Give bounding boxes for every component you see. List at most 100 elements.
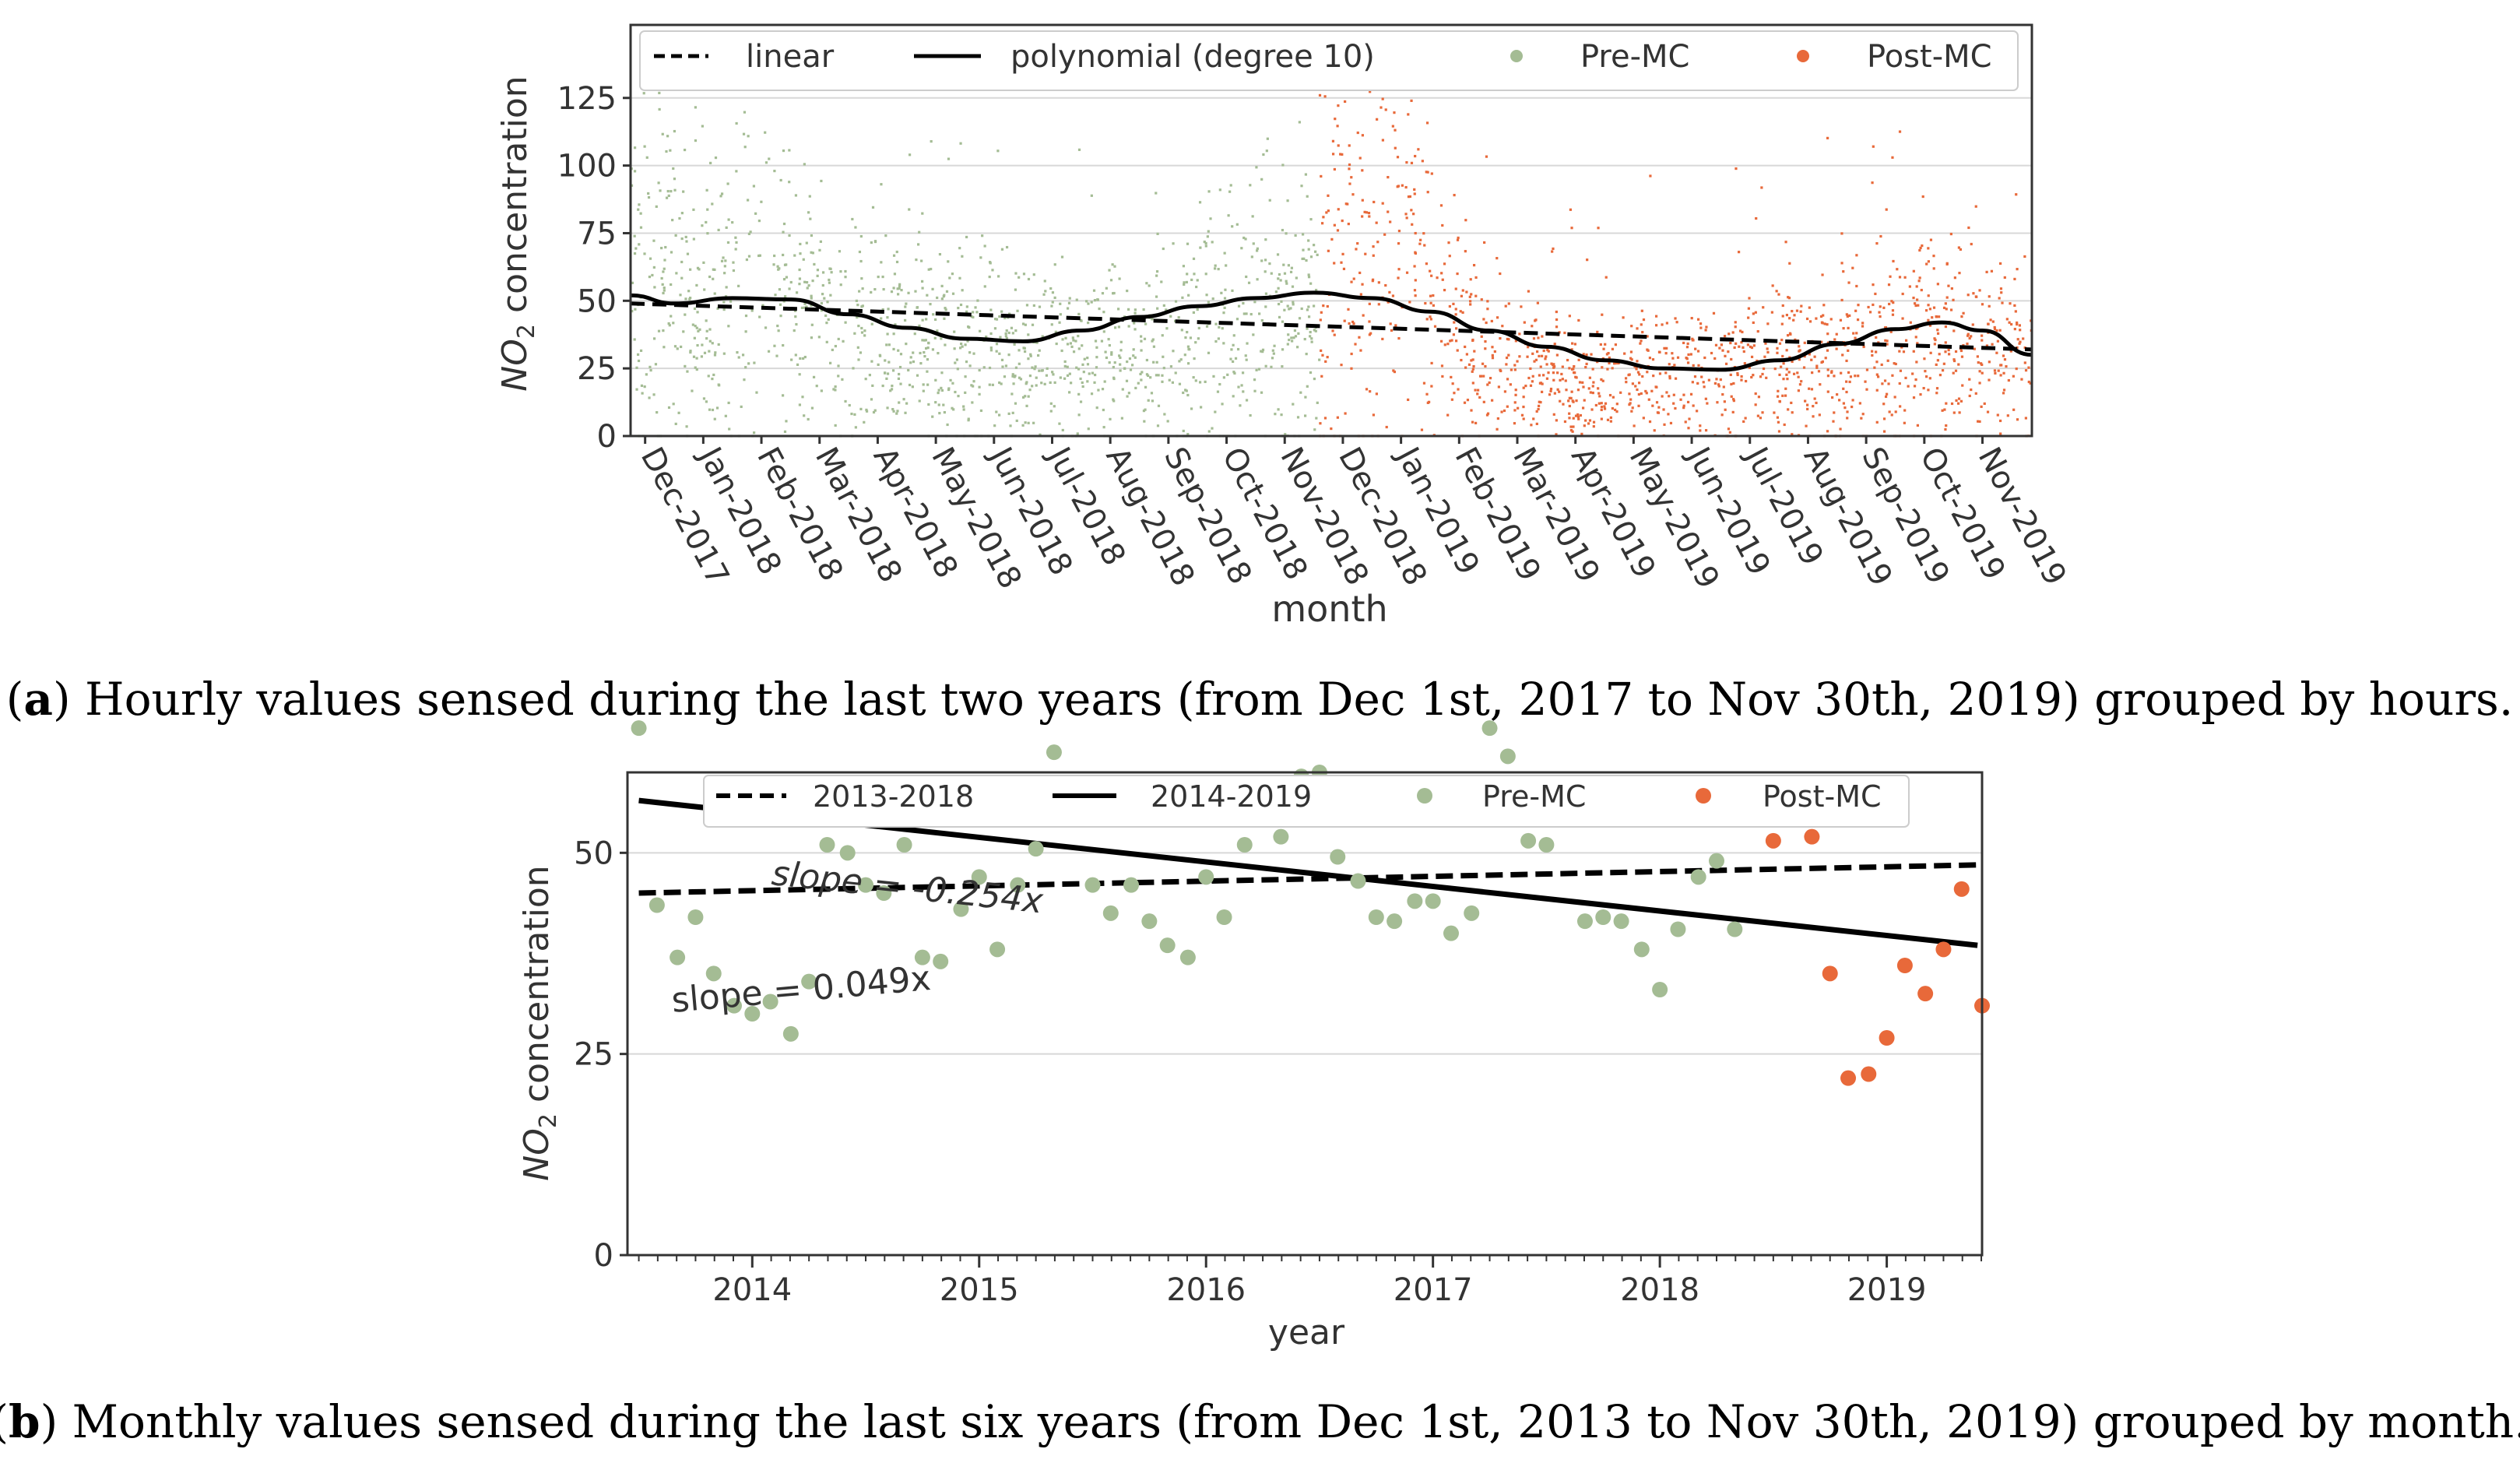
b-post-mc-point xyxy=(1896,958,1913,973)
a-pre-mc-point xyxy=(686,370,689,373)
a-post-mc-point xyxy=(1553,343,1556,346)
a-post-mc-point xyxy=(1692,404,1695,407)
a-post-mc-point xyxy=(1672,393,1675,396)
a-pre-mc-point xyxy=(1155,374,1158,377)
a-post-mc-point xyxy=(1447,241,1450,244)
a-post-mc-point xyxy=(1527,346,1530,349)
a-pre-mc-point xyxy=(782,343,785,347)
a-post-mc-point xyxy=(1986,410,1990,413)
a-post-mc-point xyxy=(1766,347,1769,350)
a-post-mc-point xyxy=(1884,395,1888,399)
a-post-mc-point xyxy=(1881,382,1884,385)
a-pre-mc-point xyxy=(801,396,804,399)
a-pre-mc-point xyxy=(1083,357,1086,360)
a-pre-mc-point xyxy=(1003,375,1007,378)
a-post-mc-point xyxy=(1590,353,1593,356)
a-post-mc-point xyxy=(1840,298,1843,302)
a-post-mc-point xyxy=(1820,321,1824,324)
a-post-mc-point xyxy=(1845,380,1848,383)
a-post-mc-point xyxy=(1522,386,1525,389)
a-pre-mc-point xyxy=(1027,395,1030,398)
a-post-mc-point xyxy=(1372,200,1376,204)
a-post-mc-point xyxy=(1552,366,1555,369)
a-pre-mc-point xyxy=(808,195,811,198)
a-pre-mc-point xyxy=(872,410,876,414)
a-pre-mc-point xyxy=(1271,349,1274,352)
a-pre-mc-point xyxy=(1118,277,1121,280)
a-post-mc-point xyxy=(1957,397,1961,400)
a-pre-mc-point xyxy=(918,399,921,403)
a-pre-mc-point xyxy=(712,277,715,280)
a-post-mc-point xyxy=(1422,232,1425,235)
a-pre-mc-point xyxy=(951,273,954,276)
a-pre-mc-point xyxy=(1264,292,1268,295)
a-pre-mc-point xyxy=(1296,416,1300,419)
a-pre-mc-point xyxy=(1004,335,1007,338)
a-post-mc-point xyxy=(1565,389,1568,392)
a-post-mc-point xyxy=(1950,402,1954,406)
a-pre-mc-point xyxy=(892,410,895,413)
a-pre-mc-point xyxy=(1147,374,1150,378)
a-post-mc-point xyxy=(1829,318,1833,321)
a-post-mc-point xyxy=(1340,261,1343,264)
a-pre-mc-point xyxy=(904,411,907,414)
a-post-mc-point xyxy=(2008,321,2011,324)
a-post-mc-point xyxy=(2024,417,2027,420)
a-pre-mc-point xyxy=(964,375,967,378)
a-post-mc-point xyxy=(1469,303,1472,306)
a-post-mc-point xyxy=(1743,362,1746,365)
a-post-mc-point xyxy=(1486,308,1489,311)
a-post-mc-point xyxy=(1463,401,1467,404)
a-post-mc-point xyxy=(1549,389,1552,392)
a-pre-mc-point xyxy=(909,361,912,364)
a-post-mc-point xyxy=(1407,195,1411,199)
a-pre-mc-point xyxy=(937,389,940,392)
a-post-mc-point xyxy=(1915,285,1918,288)
a-post-mc-point xyxy=(1955,399,1958,403)
a-pre-mc-point xyxy=(701,125,704,128)
a-post-mc-point xyxy=(1464,250,1467,253)
a-pre-mc-point xyxy=(714,351,717,354)
a-pre-mc-point xyxy=(1161,380,1164,383)
a-post-mc-point xyxy=(1872,145,1875,148)
a-pre-mc-point xyxy=(1152,345,1156,348)
a-post-mc-point xyxy=(1376,241,1379,244)
a-pre-mc-point xyxy=(1197,326,1200,330)
a-pre-mc-point xyxy=(1207,430,1211,433)
a-post-mc-point xyxy=(1667,413,1670,416)
a-pre-mc-point xyxy=(1059,313,1062,316)
a-post-mc-point xyxy=(1344,202,1348,206)
a-pre-mc-point xyxy=(904,318,907,322)
a-post-mc-point xyxy=(1901,292,1904,296)
b-pre-mc-point xyxy=(1028,841,1044,857)
a-post-mc-point xyxy=(1529,384,1533,387)
a-pre-mc-point xyxy=(795,322,798,326)
a-post-mc-point xyxy=(1999,432,2002,435)
a-post-mc-point xyxy=(1929,238,1933,241)
a-pre-mc-point xyxy=(713,353,717,357)
a-post-mc-point xyxy=(1520,305,1523,308)
a-post-mc-point xyxy=(1974,392,1977,395)
a-post-mc-point xyxy=(1956,402,1960,405)
a-post-mc-point xyxy=(1568,315,1571,318)
a-post-mc-point xyxy=(1355,248,1358,251)
a-pre-mc-point xyxy=(1187,347,1190,351)
a-pre-mc-point xyxy=(1028,389,1032,392)
a-post-mc-point xyxy=(1950,287,1953,290)
a-post-mc-point xyxy=(1958,411,1961,414)
a-post-mc-point xyxy=(1686,400,1690,404)
a-post-mc-point xyxy=(1812,415,1815,418)
a-post-mc-point xyxy=(1988,360,1991,364)
a-pre-mc-point xyxy=(1178,360,1181,363)
a-post-mc-point xyxy=(1327,194,1330,197)
a-post-mc-point xyxy=(1757,396,1761,399)
a-post-mc-point xyxy=(1785,349,1788,352)
a-post-mc-point xyxy=(1892,259,1895,263)
a-post-mc-point xyxy=(1594,403,1597,407)
a-post-mc-point xyxy=(1337,104,1340,107)
a-pre-mc-point xyxy=(655,205,658,208)
a-pre-mc-point xyxy=(1133,328,1137,331)
a-post-mc-point xyxy=(1826,323,1829,326)
a-pre-mc-point xyxy=(692,208,695,211)
a-post-mc-point xyxy=(1908,285,1911,288)
